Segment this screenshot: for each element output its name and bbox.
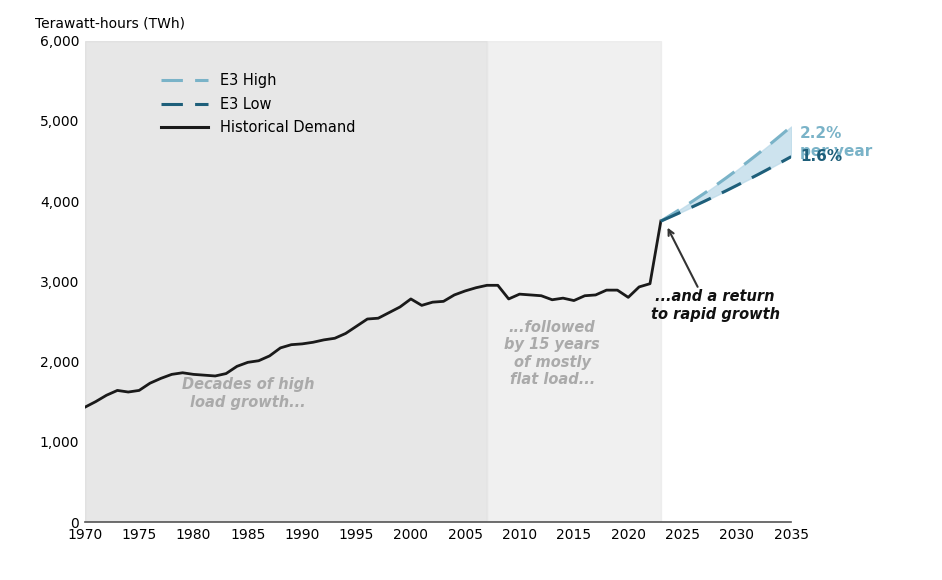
Text: ...and a return
to rapid growth: ...and a return to rapid growth	[651, 289, 780, 321]
Text: ...followed
by 15 years
of mostly
flat load...: ...followed by 15 years of mostly flat l…	[504, 320, 600, 387]
Text: Terawatt-hours (TWh): Terawatt-hours (TWh)	[35, 17, 186, 31]
Text: 2.2%
per year: 2.2% per year	[800, 126, 872, 159]
Bar	[85, 41, 487, 522]
Legend: E3 High, E3 Low, Historical Demand: E3 High, E3 Low, Historical Demand	[155, 67, 361, 142]
Text: 1.6%: 1.6%	[800, 149, 842, 164]
Bar	[487, 41, 661, 522]
Text: Decades of high
load growth...: Decades of high load growth...	[182, 378, 314, 410]
